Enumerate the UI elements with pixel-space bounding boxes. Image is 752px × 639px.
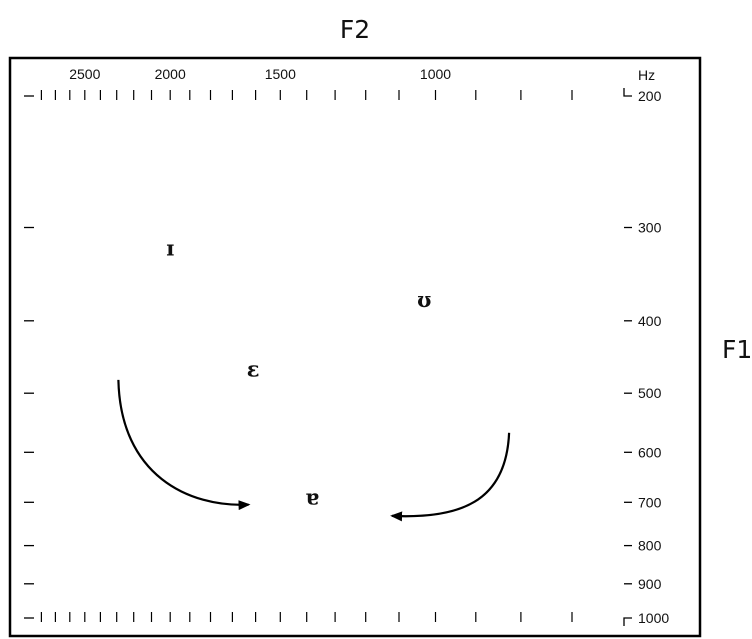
y-tick-label: 400 — [638, 313, 662, 329]
vowel-points: ɪ ɛ ʊ ɐ — [166, 235, 431, 509]
vowel-point: ɐ — [305, 485, 319, 510]
y-tick-label: 800 — [638, 538, 662, 554]
y-tick-label: 500 — [638, 385, 662, 401]
x-tick-label: 2500 — [69, 66, 100, 82]
y-axis-unit: Hz — [638, 67, 655, 83]
trajectory-arrow — [117, 379, 251, 511]
y-axis-title: F1 — [722, 335, 752, 364]
vowel-point: ɛ — [247, 357, 260, 382]
x-tick-label: 1000 — [420, 66, 451, 82]
vowel-point: ʊ — [417, 287, 431, 312]
y-tick-label: 300 — [638, 220, 662, 236]
trajectory-arrows — [117, 379, 511, 522]
plot-frame — [8, 56, 702, 638]
x-tick-label: 2000 — [155, 66, 186, 82]
x-major-labels: 2500 2000 1500 1000 — [69, 66, 451, 82]
x-axis-title: F2 — [340, 15, 370, 44]
y-tick-right — [623, 88, 632, 97]
y-tick-label: 200 — [638, 88, 662, 104]
x-tick-label: 1500 — [265, 66, 296, 82]
y-tick-label: 1000 — [638, 610, 669, 626]
y-tick-label: 600 — [638, 444, 662, 460]
x-bottom-ticks — [40, 612, 573, 622]
y-right-ticks: 200 300 400 500 600 700 800 900 1000 — [623, 88, 669, 626]
y-tick-label: 900 — [638, 576, 662, 592]
vowel-point: ɪ — [166, 235, 174, 260]
y-tick-right — [623, 617, 632, 626]
trajectory-arrow — [390, 432, 511, 522]
x-top-ticks — [40, 90, 573, 100]
y-left-ticks — [24, 95, 34, 619]
y-tick-label: 700 — [638, 494, 662, 510]
